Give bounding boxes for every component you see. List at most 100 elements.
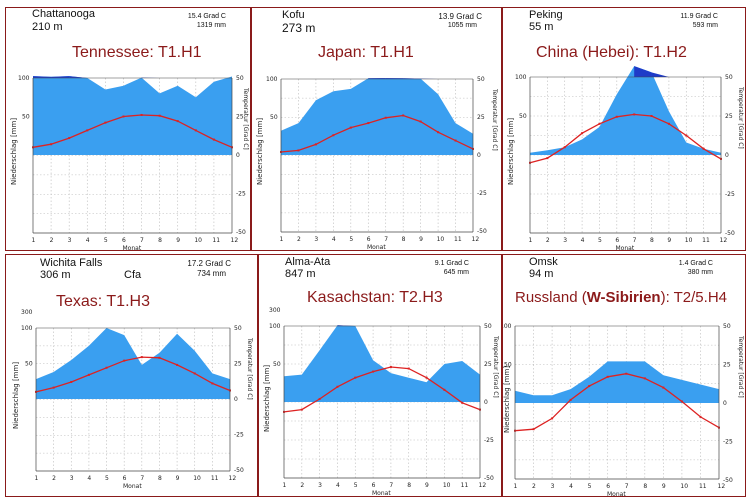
precipitation-area: [281, 78, 473, 155]
climate-class: Cfa: [124, 269, 142, 281]
temperature-point: [123, 359, 126, 362]
temperature-point: [685, 134, 688, 137]
month-tick-label: 2: [297, 236, 301, 243]
x-axis-label: Monat: [123, 245, 142, 251]
temp-tick-label: -50: [234, 467, 244, 474]
station-name: Peking: [529, 9, 563, 21]
temperature-point: [105, 366, 108, 369]
temperature-point: [662, 386, 665, 389]
temperature-point: [50, 143, 53, 146]
climate-panel-alma-ata: 1 2 3 4 5 6 7 8 9 10 11 12 Monat 100 50 50 25 0 -25 -50 Nied…: [258, 254, 502, 497]
temp-tick-label: 50: [236, 75, 244, 82]
month-tick-label: 6: [123, 475, 127, 482]
month-tick-label: 2: [52, 475, 56, 482]
month-tick-label: 12: [479, 482, 487, 489]
precip-tick-label: 100: [21, 325, 33, 332]
temp-tick-label: 50: [484, 323, 492, 330]
month-tick-label: 8: [650, 237, 654, 244]
month-tick-label: 12: [231, 237, 239, 244]
temp-tick-label: -50: [477, 228, 487, 235]
temperature-point: [532, 428, 535, 431]
precipitation-area: [36, 328, 230, 399]
temp-tick-label: 0: [234, 396, 238, 403]
climate-label: China (Hebei): T1.H2: [536, 44, 687, 61]
annual-precipitation: 1055 mm: [447, 22, 477, 29]
month-tick-label: 1: [514, 483, 518, 490]
temp-tick-label: -25: [723, 439, 733, 446]
temp-tick-label: -25: [477, 190, 487, 197]
precip-tick-label: 50: [270, 114, 278, 121]
precip-tick-label: 50: [504, 362, 512, 369]
month-tick-label: 5: [104, 237, 108, 244]
temperature-point: [52, 386, 55, 389]
mean-temperature: 11.9 Grad C: [680, 13, 718, 20]
temperature-point: [314, 143, 317, 146]
month-tick-label: 12: [718, 483, 726, 490]
y-axis-label-right: Temperatur [Grad C]: [246, 337, 253, 400]
temperature-point: [588, 385, 591, 388]
precip-top-tick-label: 300: [21, 309, 33, 316]
label-pre: Russland (: [515, 289, 587, 306]
temperature-point: [193, 372, 196, 375]
month-tick-label: 6: [367, 236, 371, 243]
month-tick-label: 9: [425, 482, 429, 489]
temperature-point: [569, 398, 572, 401]
humid-area: [69, 76, 88, 78]
temp-tick-label: 25: [723, 362, 731, 369]
temperature-point: [563, 146, 566, 149]
month-tick-label: 10: [685, 237, 693, 244]
temperature-point: [461, 401, 464, 404]
precip-top-tick-label: 300: [269, 307, 281, 314]
month-tick-label: 1: [35, 475, 39, 482]
month-tick-label: 10: [680, 483, 688, 490]
month-tick-label: 2: [300, 482, 304, 489]
climate-panel-chattanooga: 1 2 3 4 5 6 7 8 9 10 11 12 Monat 100 50 50 25 0 -25 -50 Nied…: [5, 7, 251, 251]
annual-precipitation: 593 mm: [692, 22, 718, 29]
month-tick-label: 5: [598, 237, 602, 244]
climate-label: Tennessee: T1.H1: [72, 44, 202, 61]
temp-tick-label: 0: [484, 399, 488, 406]
station-name: Kofu: [282, 9, 305, 21]
month-tick-label: 9: [667, 237, 671, 244]
temperature-point: [667, 122, 670, 125]
precip-tick-label: 50: [519, 113, 527, 120]
y-axis-label-left: Niederschlag [mm]: [263, 365, 271, 432]
temperature-line: [529, 113, 722, 164]
month-tick-label: 8: [158, 237, 162, 244]
temp-tick-label: 25: [725, 113, 733, 120]
temperature-point: [332, 134, 335, 137]
station-elevation: 273 m: [282, 21, 316, 35]
month-tick-label: 8: [402, 236, 406, 243]
month-tick-label: 7: [389, 482, 393, 489]
temperature-point: [643, 377, 646, 380]
station-name: Wichita Falls: [40, 257, 103, 269]
humid-area: [634, 66, 652, 77]
temperature-point: [443, 388, 446, 391]
month-tick-label: 10: [194, 237, 202, 244]
mean-temperature: 9.1 Grad C: [434, 260, 469, 267]
month-tick-label: 2: [50, 237, 54, 244]
climate-label: Texas: T1.H3: [56, 293, 150, 310]
temp-tick-label: 50: [477, 76, 485, 83]
precip-tick-label: 100: [515, 74, 527, 81]
y-axis-label-right: Temperatur [Grad C]: [737, 86, 744, 149]
climate-panel-peking: 1 2 3 4 5 6 7 8 9 10 11 12 Monat 100 50 50 25 0 -25 -50 Nied…: [502, 7, 746, 251]
month-tick-label: 10: [443, 482, 451, 489]
month-tick-label: 2: [532, 483, 536, 490]
temperature-point: [70, 380, 73, 383]
temperature-point: [437, 131, 440, 134]
temperature-point: [650, 115, 653, 117]
temperature-point: [702, 147, 705, 150]
y-axis-label-left: Niederschlag [mm]: [507, 118, 515, 185]
precipitation-area: [284, 325, 480, 402]
temperature-point: [606, 375, 609, 378]
temperature-point: [407, 367, 410, 370]
month-tick-label: 8: [643, 483, 647, 490]
month-tick-label: 4: [336, 482, 340, 489]
month-tick-label: 3: [318, 482, 322, 489]
temperature-point: [454, 139, 457, 142]
temp-tick-label: -50: [723, 477, 733, 484]
month-tick-label: 6: [606, 483, 610, 490]
